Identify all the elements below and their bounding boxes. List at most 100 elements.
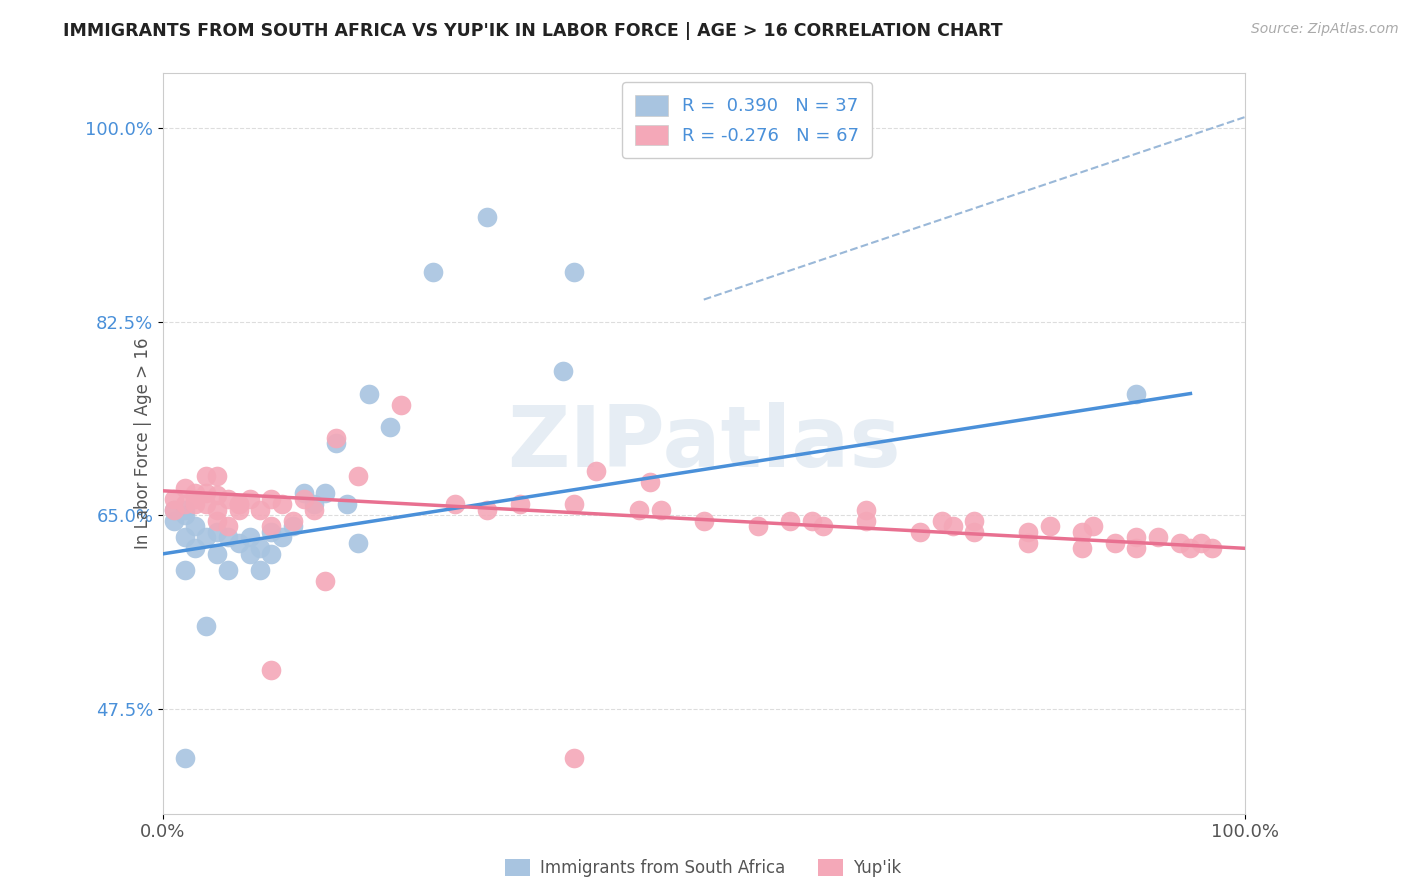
- Point: [228, 497, 250, 511]
- Point: [325, 436, 347, 450]
- Point: [260, 524, 283, 539]
- Point: [1201, 541, 1223, 556]
- Point: [314, 486, 336, 500]
- Point: [627, 502, 650, 516]
- Point: [562, 751, 585, 765]
- Point: [346, 535, 368, 549]
- Point: [304, 502, 326, 516]
- Point: [855, 514, 877, 528]
- Point: [184, 486, 207, 500]
- Point: [163, 491, 186, 506]
- Point: [304, 497, 326, 511]
- Point: [1189, 535, 1212, 549]
- Point: [931, 514, 953, 528]
- Point: [1180, 541, 1202, 556]
- Point: [444, 497, 467, 511]
- Point: [249, 502, 271, 516]
- Point: [195, 497, 218, 511]
- Point: [1125, 386, 1147, 401]
- Point: [228, 502, 250, 516]
- Point: [260, 547, 283, 561]
- Point: [205, 514, 228, 528]
- Point: [281, 519, 304, 533]
- Point: [562, 265, 585, 279]
- Point: [747, 519, 769, 533]
- Point: [800, 514, 823, 528]
- Point: [281, 514, 304, 528]
- Point: [184, 519, 207, 533]
- Point: [163, 502, 186, 516]
- Point: [228, 497, 250, 511]
- Y-axis label: In Labor Force | Age > 16: In Labor Force | Age > 16: [134, 337, 152, 549]
- Point: [357, 386, 380, 401]
- Point: [195, 618, 218, 632]
- Point: [325, 431, 347, 445]
- Point: [249, 541, 271, 556]
- Point: [1081, 519, 1104, 533]
- Point: [260, 491, 283, 506]
- Point: [811, 519, 834, 533]
- Point: [205, 547, 228, 561]
- Point: [184, 491, 207, 506]
- Point: [217, 563, 239, 577]
- Point: [205, 502, 228, 516]
- Text: IMMIGRANTS FROM SOUTH AFRICA VS YUP'IK IN LABOR FORCE | AGE > 16 CORRELATION CHA: IMMIGRANTS FROM SOUTH AFRICA VS YUP'IK I…: [63, 22, 1002, 40]
- Point: [163, 514, 186, 528]
- Point: [173, 502, 195, 516]
- Point: [1147, 530, 1170, 544]
- Point: [963, 514, 986, 528]
- Point: [195, 486, 218, 500]
- Text: Source: ZipAtlas.com: Source: ZipAtlas.com: [1251, 22, 1399, 37]
- Point: [271, 530, 294, 544]
- Point: [1168, 535, 1191, 549]
- Point: [941, 519, 963, 533]
- Point: [963, 524, 986, 539]
- Point: [173, 508, 195, 523]
- Point: [422, 265, 444, 279]
- Point: [378, 419, 401, 434]
- Point: [1071, 541, 1094, 556]
- Point: [1017, 535, 1039, 549]
- Point: [238, 547, 260, 561]
- Text: ZIPatlas: ZIPatlas: [508, 401, 901, 484]
- Point: [217, 491, 239, 506]
- Point: [1104, 535, 1126, 549]
- Point: [346, 469, 368, 483]
- Point: [249, 563, 271, 577]
- Point: [1125, 541, 1147, 556]
- Point: [693, 514, 716, 528]
- Point: [855, 502, 877, 516]
- Point: [205, 524, 228, 539]
- Point: [553, 364, 575, 378]
- Point: [173, 481, 195, 495]
- Point: [205, 488, 228, 502]
- Point: [260, 663, 283, 677]
- Point: [292, 486, 315, 500]
- Point: [477, 210, 499, 224]
- Legend: Immigrants from South Africa, Yup'ik: Immigrants from South Africa, Yup'ik: [498, 852, 908, 884]
- Point: [238, 491, 260, 506]
- Point: [195, 469, 218, 483]
- Point: [217, 519, 239, 533]
- Point: [1071, 524, 1094, 539]
- Point: [292, 491, 315, 506]
- Point: [217, 530, 239, 544]
- Point: [173, 530, 195, 544]
- Point: [228, 535, 250, 549]
- Point: [1039, 519, 1062, 533]
- Point: [477, 502, 499, 516]
- Point: [173, 563, 195, 577]
- Point: [1017, 524, 1039, 539]
- Point: [173, 497, 195, 511]
- Point: [195, 530, 218, 544]
- Point: [585, 464, 607, 478]
- Point: [173, 751, 195, 765]
- Point: [1125, 530, 1147, 544]
- Point: [562, 497, 585, 511]
- Legend: R =  0.390   N = 37, R = -0.276   N = 67: R = 0.390 N = 37, R = -0.276 N = 67: [623, 82, 872, 158]
- Point: [184, 541, 207, 556]
- Point: [314, 574, 336, 589]
- Point: [205, 469, 228, 483]
- Point: [336, 497, 359, 511]
- Point: [260, 519, 283, 533]
